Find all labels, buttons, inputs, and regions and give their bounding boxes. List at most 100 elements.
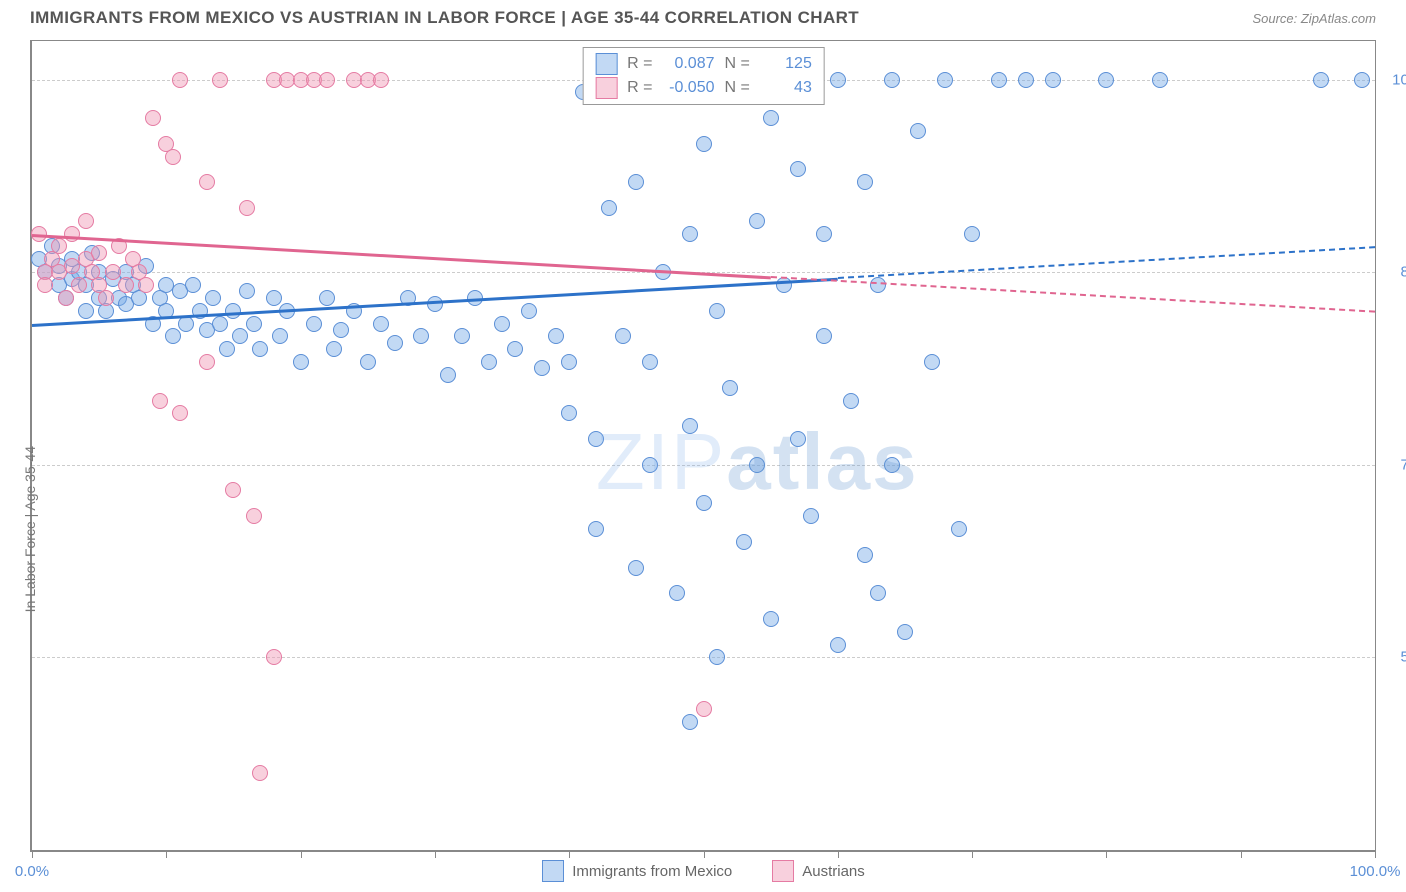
xtick — [1375, 850, 1376, 858]
data-point-s1 — [709, 303, 725, 319]
data-point-s1 — [232, 328, 248, 344]
data-point-s1 — [494, 316, 510, 332]
data-point-s2 — [98, 290, 114, 306]
data-point-s2 — [165, 149, 181, 165]
swatch-s2 — [772, 860, 794, 882]
data-point-s1 — [803, 508, 819, 524]
data-point-s1 — [561, 405, 577, 421]
data-point-s1 — [1045, 72, 1061, 88]
xtick — [569, 850, 570, 858]
data-point-s1 — [333, 322, 349, 338]
data-point-s2 — [239, 200, 255, 216]
xtick — [1241, 850, 1242, 858]
data-point-s1 — [272, 328, 288, 344]
data-point-s1 — [884, 72, 900, 88]
data-point-s2 — [37, 277, 53, 293]
ytick-label: 70.0% — [1383, 456, 1406, 473]
data-point-s1 — [816, 328, 832, 344]
data-point-s2 — [212, 72, 228, 88]
data-point-s2 — [105, 264, 121, 280]
n-value-s1: 125 — [760, 52, 812, 76]
data-point-s1 — [776, 277, 792, 293]
data-point-s1 — [360, 354, 376, 370]
xtick — [301, 850, 302, 858]
data-point-s1 — [642, 457, 658, 473]
xtick — [166, 850, 167, 858]
data-point-s1 — [951, 521, 967, 537]
data-point-s1 — [763, 611, 779, 627]
data-point-s1 — [749, 213, 765, 229]
source-link[interactable]: ZipAtlas.com — [1301, 11, 1376, 26]
data-point-s2 — [373, 72, 389, 88]
data-point-s1 — [1152, 72, 1168, 88]
data-point-s1 — [991, 72, 1007, 88]
data-point-s2 — [252, 765, 268, 781]
data-point-s1 — [830, 72, 846, 88]
data-point-s1 — [1313, 72, 1329, 88]
data-point-s1 — [521, 303, 537, 319]
r-label: R = — [627, 52, 652, 76]
swatch-s1 — [542, 860, 564, 882]
swatch-s1 — [595, 53, 617, 75]
data-point-s1 — [722, 380, 738, 396]
gridline-h — [32, 657, 1375, 658]
data-point-s1 — [326, 341, 342, 357]
n-label: N = — [725, 76, 750, 100]
legend-label-s2: Austrians — [802, 863, 865, 880]
data-point-s2 — [51, 238, 67, 254]
data-point-s1 — [373, 316, 389, 332]
chart-header: IMMIGRANTS FROM MEXICO VS AUSTRIAN IN LA… — [0, 0, 1406, 32]
stats-row-s2: R = -0.050 N = 43 — [595, 76, 812, 100]
data-point-s1 — [1098, 72, 1114, 88]
data-point-s1 — [1018, 72, 1034, 88]
data-point-s2 — [138, 277, 154, 293]
ytick-label: 100.0% — [1383, 71, 1406, 88]
data-point-s1 — [252, 341, 268, 357]
data-point-s1 — [615, 328, 631, 344]
data-point-s1 — [246, 316, 262, 332]
xtick — [32, 850, 33, 858]
data-point-s1 — [924, 354, 940, 370]
data-point-s1 — [225, 303, 241, 319]
data-point-s1 — [628, 174, 644, 190]
trend-line-s2 — [771, 276, 1375, 313]
n-value-s2: 43 — [760, 76, 812, 100]
data-point-s1 — [387, 335, 403, 351]
data-point-s2 — [152, 393, 168, 409]
data-point-s2 — [172, 405, 188, 421]
legend-item-s2: Austrians — [772, 860, 865, 882]
data-point-s1 — [736, 534, 752, 550]
data-point-s2 — [246, 508, 262, 524]
data-point-s1 — [534, 360, 550, 376]
stats-legend: R = 0.087 N = 125 R = -0.050 N = 43 — [582, 47, 825, 105]
data-point-s1 — [219, 341, 235, 357]
data-point-s1 — [481, 354, 497, 370]
xtick — [1106, 850, 1107, 858]
data-point-s1 — [266, 290, 282, 306]
data-point-s1 — [319, 290, 335, 306]
data-point-s1 — [185, 277, 201, 293]
data-point-s1 — [790, 431, 806, 447]
data-point-s1 — [454, 328, 470, 344]
data-point-s1 — [561, 354, 577, 370]
data-point-s1 — [440, 367, 456, 383]
data-point-s1 — [588, 431, 604, 447]
gridline-h — [32, 465, 1375, 466]
data-point-s1 — [682, 418, 698, 434]
data-point-s1 — [749, 457, 765, 473]
data-point-s2 — [78, 213, 94, 229]
ytick-label: 85.0% — [1383, 264, 1406, 281]
data-point-s1 — [870, 585, 886, 601]
data-point-s1 — [857, 547, 873, 563]
chart-title: IMMIGRANTS FROM MEXICO VS AUSTRIAN IN LA… — [30, 8, 859, 28]
data-point-s1 — [897, 624, 913, 640]
data-point-s1 — [884, 457, 900, 473]
legend-item-s1: Immigrants from Mexico — [542, 860, 732, 882]
trend-line-s1 — [838, 246, 1375, 279]
xtick — [704, 850, 705, 858]
ytick-label: 55.0% — [1383, 649, 1406, 666]
data-point-s2 — [199, 174, 215, 190]
data-point-s1 — [964, 226, 980, 242]
data-point-s1 — [1354, 72, 1370, 88]
data-point-s1 — [857, 174, 873, 190]
